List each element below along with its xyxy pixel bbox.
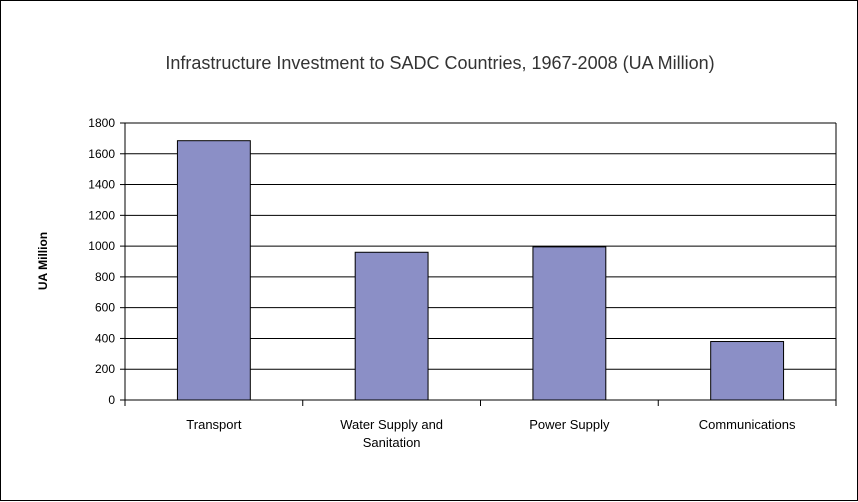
bar-transport <box>176 140 251 401</box>
y-tick-label: 1600 <box>88 147 115 161</box>
axes <box>120 122 837 406</box>
x-tick-labels: Transport Water Supply and Sanitation Power… <box>186 417 796 450</box>
bar-communications <box>710 341 785 401</box>
chart-title: Infrastructure Investment to SADC Countr… <box>165 53 714 73</box>
y-tick-label: 400 <box>95 331 115 345</box>
x-tick-label: Communications <box>699 417 796 432</box>
bars <box>176 140 785 401</box>
y-tick-label: 1200 <box>88 208 115 222</box>
bar-power-supply <box>532 246 607 401</box>
bar-water-supply-and-sanitation <box>354 251 429 401</box>
x-tick-label: Power Supply <box>529 417 610 432</box>
x-tick-label: Water Supply and Sanitation <box>340 417 443 450</box>
y-tick-label: 1800 <box>88 116 115 130</box>
y-tick-label: 800 <box>95 270 115 284</box>
y-tick-label: 1000 <box>88 239 115 253</box>
y-tick-label: 600 <box>95 301 115 315</box>
y-tick-label: 200 <box>95 362 115 376</box>
y-tick-labels: 0 200 400 600 800 1000 1200 1400 1600 1800 <box>88 116 115 407</box>
y-axis-label: UA Million <box>36 232 50 290</box>
x-tick-label: Transport <box>186 417 242 432</box>
y-tick-label: 0 <box>108 393 115 407</box>
y-tick-label: 1400 <box>88 178 115 192</box>
